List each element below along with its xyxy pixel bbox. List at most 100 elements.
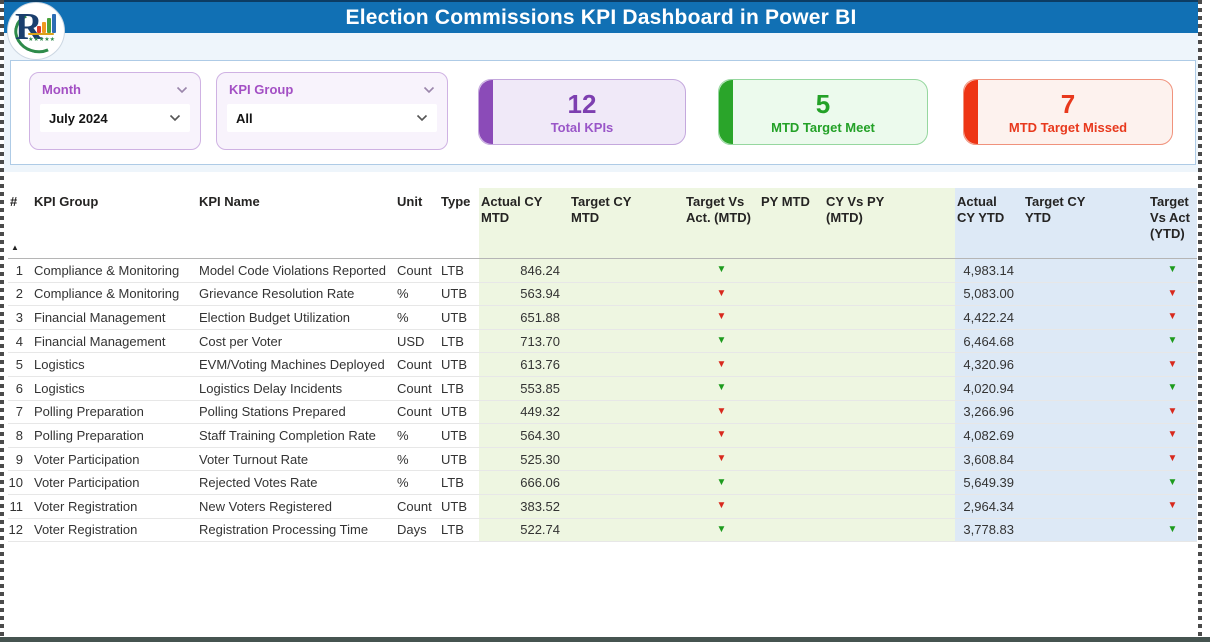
col-header-type[interactable]: Type (441, 194, 471, 209)
logo-bar-chart-icon (37, 13, 56, 33)
row-number-cell: 5 (15, 357, 23, 373)
down-triangle-icon: ▼ (716, 264, 727, 276)
col-header-number[interactable]: # (10, 194, 18, 209)
kpi-group-cell: Compliance & Monitoring (34, 262, 180, 278)
target-cy-ytd-cell (1023, 376, 1148, 400)
table-row[interactable]: 3 Financial Management Election Budget U… (8, 306, 1197, 330)
mtd-target-meet-value: 5 (815, 88, 831, 119)
py-mtd-cell (759, 494, 824, 518)
col-header-target-vs-act-mtd[interactable]: Target Vs Act. (MTD) (684, 188, 759, 258)
target-vs-act-mtd-cell: ▼ (684, 306, 759, 329)
mtd-target-missed-value: 7 (1060, 88, 1076, 119)
type-cell: LTB (441, 522, 464, 538)
month-dropdown[interactable]: July 2024 (40, 104, 190, 132)
target-vs-act-ytd-cell: ▼ (1148, 400, 1197, 424)
target-vs-act-ytd-cell: ▼ (1148, 447, 1197, 471)
table-row[interactable]: 1 Compliance & Monitoring Model Code Vio… (8, 259, 1197, 283)
actual-cy-mtd-cell: 449.32 (479, 400, 569, 424)
target-cy-mtd-cell (569, 447, 684, 471)
total-kpis-label: Total KPIs (550, 119, 614, 135)
total-kpis-value: 12 (567, 88, 597, 119)
target-vs-act-ytd-cell: ▼ (1148, 376, 1197, 400)
target-vs-act-ytd-cell: ▼ (1148, 471, 1197, 494)
row-number-cell: 1 (15, 262, 23, 278)
down-triangle-icon: ▼ (716, 429, 727, 441)
cy-vs-py-mtd-cell (824, 447, 955, 471)
table-row[interactable]: 12 Voter Registration Registration Proce… (8, 518, 1197, 543)
table-row[interactable]: 6 Logistics Logistics Delay Incidents Co… (8, 376, 1197, 401)
kpi-name-cell: Rejected Votes Rate (199, 475, 318, 491)
unit-cell: Days (397, 522, 427, 538)
down-triangle-icon: ▼ (1167, 264, 1178, 276)
target-vs-act-ytd-cell: ▼ (1148, 329, 1197, 353)
unit-cell: % (397, 309, 409, 325)
mtd-target-missed-card: 7 MTD Target Missed (963, 79, 1173, 145)
down-triangle-icon: ▼ (1167, 358, 1178, 370)
sort-ascending-icon[interactable]: ▲ (11, 243, 19, 252)
page-title: Election Commissions KPI Dashboard in Po… (345, 5, 857, 29)
mtd-target-meet-label: MTD Target Meet (771, 119, 875, 135)
kpi-name-cell: Cost per Voter (199, 333, 283, 349)
target-cy-mtd-cell (569, 518, 684, 542)
target-cy-mtd-cell (569, 376, 684, 400)
type-cell: UTB (441, 498, 467, 514)
table-row[interactable]: 5 Logistics EVM/Voting Machines Deployed… (8, 353, 1197, 377)
col-header-actual-cy-ytd[interactable]: Actual CY YTD (955, 188, 1023, 258)
actual-cy-mtd-cell: 713.70 (479, 329, 569, 353)
col-header-target-cy-ytd[interactable]: Target CY YTD (1023, 188, 1148, 258)
target-cy-mtd-cell (569, 400, 684, 424)
table-row[interactable]: 8 Polling Preparation Staff Training Com… (8, 424, 1197, 448)
col-header-kpi-name[interactable]: KPI Name (199, 194, 260, 209)
type-cell: UTB (441, 404, 467, 420)
actual-cy-ytd-cell: 5,649.39 (955, 471, 1023, 494)
kpi-name-cell: Registration Processing Time (199, 522, 369, 538)
table-row[interactable]: 9 Voter Participation Voter Turnout Rate… (8, 447, 1197, 472)
table-header-row: # KPI Group KPI Name Unit Type Actual CY… (8, 188, 1197, 259)
unit-cell: % (397, 451, 409, 467)
kpi-group-cell: Voter Participation (34, 475, 140, 491)
actual-cy-ytd-cell: 4,320.96 (955, 353, 1023, 376)
target-vs-act-mtd-cell: ▼ (684, 353, 759, 376)
total-kpis-card: 12 Total KPIs (478, 79, 686, 145)
kpi-group-dropdown-value: All (236, 110, 253, 126)
cy-vs-py-mtd-cell (824, 259, 955, 282)
target-vs-act-ytd-cell: ▼ (1148, 306, 1197, 329)
kpi-group-cell: Voter Participation (34, 451, 140, 467)
cy-vs-py-mtd-cell (824, 424, 955, 447)
col-header-py-mtd[interactable]: PY MTD (759, 188, 824, 258)
col-header-target-vs-act-ytd[interactable]: Target Vs Act (YTD) (1148, 188, 1197, 258)
table-row[interactable]: 11 Voter Registration New Voters Registe… (8, 494, 1197, 519)
table-row[interactable]: 2 Compliance & Monitoring Grievance Reso… (8, 282, 1197, 307)
actual-cy-mtd-cell: 553.85 (479, 376, 569, 400)
kpi-name-cell: Staff Training Completion Rate (199, 427, 376, 443)
row-number-cell: 2 (15, 286, 23, 302)
table-row[interactable]: 10 Voter Participation Rejected Votes Ra… (8, 471, 1197, 495)
chevron-down-icon[interactable] (423, 86, 435, 94)
py-mtd-cell (759, 329, 824, 353)
chevron-down-icon[interactable] (169, 114, 181, 122)
table-row[interactable]: 4 Financial Management Cost per Voter US… (8, 329, 1197, 354)
cy-vs-py-mtd-cell (824, 400, 955, 424)
unit-cell: Count (397, 262, 432, 278)
kpi-group-dropdown[interactable]: All (227, 104, 437, 132)
type-cell: UTB (441, 357, 467, 373)
page-bottom-border (0, 637, 1210, 642)
chevron-down-icon[interactable] (416, 114, 428, 122)
kpi-group-cell: Financial Management (34, 333, 166, 349)
actual-cy-mtd-cell: 563.94 (479, 282, 569, 306)
table-row[interactable]: 7 Polling Preparation Polling Stations P… (8, 400, 1197, 425)
month-slicer-header[interactable]: Month (42, 82, 188, 97)
unit-cell: Count (397, 498, 432, 514)
cy-vs-py-mtd-cell (824, 376, 955, 400)
col-header-target-cy-mtd[interactable]: Target CY MTD (569, 188, 684, 258)
chevron-down-icon[interactable] (176, 86, 188, 94)
col-header-actual-cy-mtd[interactable]: Actual CY MTD (479, 188, 569, 258)
type-cell: UTB (441, 309, 467, 325)
target-vs-act-mtd-cell: ▼ (684, 259, 759, 282)
col-header-cy-vs-py-mtd[interactable]: CY Vs PY (MTD) (824, 188, 955, 258)
col-header-kpi-group[interactable]: KPI Group (34, 194, 99, 209)
kpi-group-slicer-header[interactable]: KPI Group (229, 82, 435, 97)
col-header-unit[interactable]: Unit (397, 194, 423, 209)
target-cy-ytd-cell (1023, 329, 1148, 353)
